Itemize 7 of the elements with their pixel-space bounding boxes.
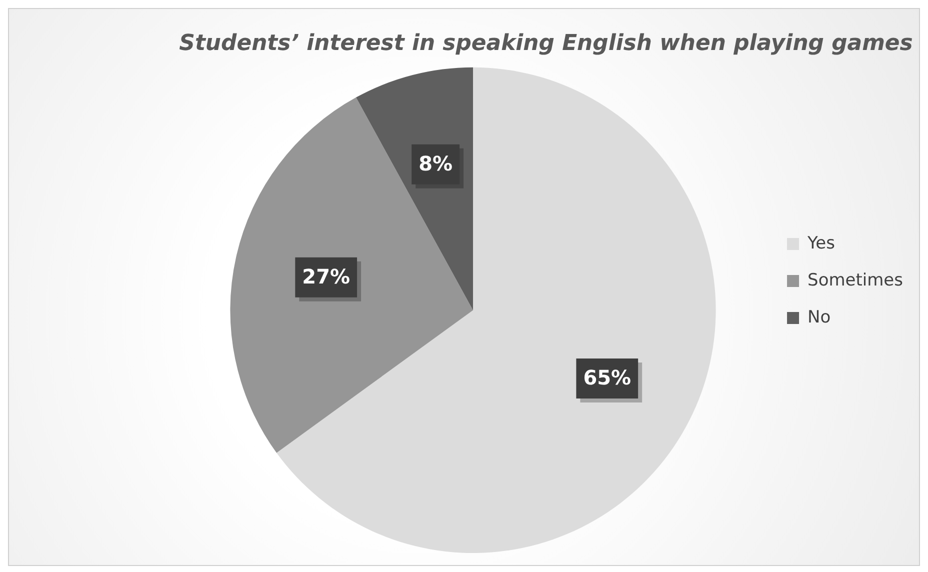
chart-title: Students’ interest in speaking English when playing games [179,30,913,56]
legend-label: Sometimes [808,270,904,290]
data-label: 65% [583,366,632,390]
data-label: 27% [302,264,350,289]
legend-label: No [808,307,831,328]
data-label: 8% [418,152,453,176]
legend-label: Yes [806,233,836,254]
